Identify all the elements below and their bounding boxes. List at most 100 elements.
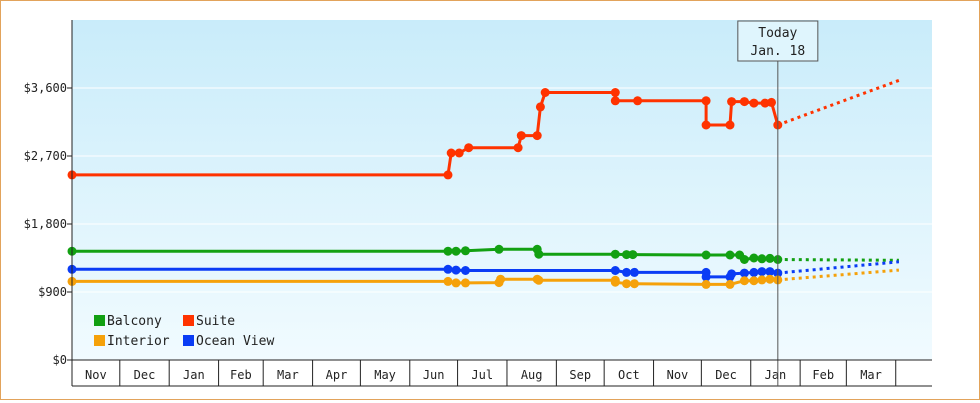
data-point[interactable] xyxy=(464,143,474,153)
data-point[interactable] xyxy=(725,250,735,260)
data-point[interactable] xyxy=(610,249,620,259)
series-lines xyxy=(67,78,900,289)
data-point[interactable] xyxy=(767,97,776,107)
data-point[interactable] xyxy=(701,279,711,289)
today-label: Today xyxy=(758,26,797,41)
data-point[interactable] xyxy=(757,275,767,285)
data-point[interactable] xyxy=(749,253,759,263)
data-point[interactable] xyxy=(443,276,453,286)
x-month-label: Mar xyxy=(860,368,882,382)
x-month-label: Jan xyxy=(765,368,787,382)
data-point[interactable] xyxy=(513,143,523,153)
data-point[interactable] xyxy=(725,120,735,130)
forecast-line xyxy=(777,258,899,262)
data-point[interactable] xyxy=(451,246,461,256)
data-point[interactable] xyxy=(535,102,545,112)
data-point[interactable] xyxy=(610,266,620,275)
y-axis-ticks: $0 $900 $1,800 $2,700 $3,600 xyxy=(24,81,72,367)
data-point[interactable] xyxy=(757,267,767,277)
legend-label: Balcony xyxy=(107,314,162,329)
data-point[interactable] xyxy=(540,88,550,97)
data-point[interactable] xyxy=(451,265,461,275)
data-point[interactable] xyxy=(622,279,631,289)
x-month-label: Jan xyxy=(183,368,205,382)
legend-item-balcony: Balcony xyxy=(94,314,162,329)
y-tick-label: $0 xyxy=(53,353,67,367)
x-month-label: Oct xyxy=(618,368,640,382)
data-point[interactable] xyxy=(749,98,759,108)
data-point[interactable] xyxy=(749,276,759,286)
today-date-label: Jan. 18 xyxy=(750,44,805,59)
data-point[interactable] xyxy=(443,246,453,256)
data-point[interactable] xyxy=(622,267,631,277)
data-point[interactable] xyxy=(610,88,620,97)
legend-item-interior: Interior xyxy=(94,334,170,349)
data-point[interactable] xyxy=(633,96,643,106)
x-month-label: May xyxy=(374,368,396,382)
data-point[interactable] xyxy=(443,170,453,180)
x-month-label: Jun xyxy=(423,368,445,382)
x-axis-months: Nov Dec Jan Feb Mar Apr May Jun Jul Aug Sep Oct Nov D… xyxy=(71,360,932,387)
x-month-label: Sep xyxy=(569,368,591,382)
x-month-label: Dec xyxy=(134,368,156,382)
plot-background xyxy=(72,20,932,360)
data-point[interactable] xyxy=(757,254,767,264)
data-point[interactable] xyxy=(739,255,749,264)
data-point[interactable] xyxy=(765,253,775,263)
legend-swatch xyxy=(94,315,105,326)
data-point[interactable] xyxy=(701,120,711,130)
data-point[interactable] xyxy=(727,97,737,107)
data-point[interactable] xyxy=(461,266,470,275)
x-month-label: Jul xyxy=(471,368,493,382)
legend-label: Ocean View xyxy=(196,334,274,349)
x-month-label: Nov xyxy=(85,368,107,382)
x-month-label: Feb xyxy=(812,368,834,382)
data-point[interactable] xyxy=(765,267,775,277)
legend-item-suite: Suite xyxy=(183,314,235,329)
data-point[interactable] xyxy=(534,249,544,259)
data-point[interactable] xyxy=(622,250,631,260)
legend: Balcony Suite Interior Ocean View xyxy=(94,314,274,349)
data-point[interactable] xyxy=(461,278,470,288)
today-marker: Today Jan. 18 xyxy=(737,20,819,386)
y-tick-label: $1,800 xyxy=(24,217,67,231)
data-point[interactable] xyxy=(451,278,461,288)
data-point[interactable] xyxy=(739,97,749,107)
y-tick-label: $3,600 xyxy=(24,81,67,95)
data-point[interactable] xyxy=(725,279,735,289)
today-label-box xyxy=(737,20,819,62)
legend-item-ocean-view: Ocean View xyxy=(183,334,274,349)
data-point[interactable] xyxy=(534,275,544,285)
data-point[interactable] xyxy=(494,244,504,254)
series-suite xyxy=(67,78,900,180)
data-point[interactable] xyxy=(727,269,737,279)
data-point[interactable] xyxy=(516,131,526,141)
legend-swatch xyxy=(183,315,194,326)
data-point[interactable] xyxy=(446,148,456,158)
data-point[interactable] xyxy=(461,246,470,256)
x-month-label: Aug xyxy=(521,368,543,382)
legend-swatch xyxy=(94,335,105,346)
data-point[interactable] xyxy=(454,148,464,158)
data-point[interactable] xyxy=(629,279,639,289)
data-point[interactable] xyxy=(739,276,749,286)
data-point[interactable] xyxy=(610,96,620,106)
data-point[interactable] xyxy=(701,96,711,106)
forecast-line xyxy=(777,78,900,127)
data-point[interactable] xyxy=(701,250,711,260)
y-tick-label: $2,700 xyxy=(24,149,67,163)
data-point[interactable] xyxy=(701,272,711,282)
data-point[interactable] xyxy=(765,274,775,284)
data-point[interactable] xyxy=(496,274,506,284)
gridlines xyxy=(72,87,932,293)
data-point[interactable] xyxy=(628,250,638,260)
data-point[interactable] xyxy=(610,277,620,287)
x-month-label: Nov xyxy=(667,368,689,382)
data-point[interactable] xyxy=(532,131,542,141)
data-point[interactable] xyxy=(443,264,453,274)
data-point[interactable] xyxy=(749,267,759,277)
data-point[interactable] xyxy=(629,267,639,277)
y-tick-label: $900 xyxy=(38,285,67,299)
data-point[interactable] xyxy=(739,268,749,278)
